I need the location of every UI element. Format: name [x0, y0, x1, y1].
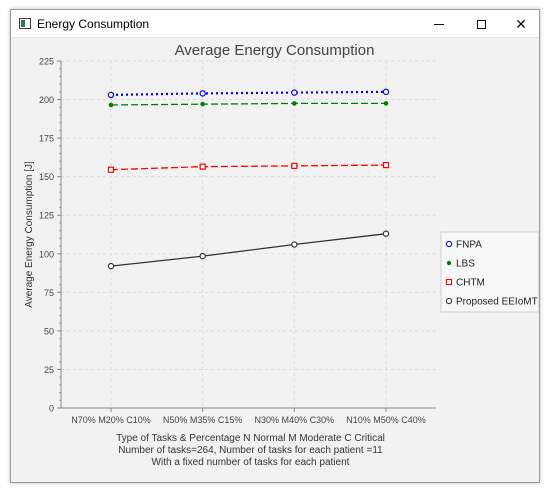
app-icon [19, 18, 31, 29]
series-line-2 [110, 164, 387, 171]
data-point [107, 262, 115, 270]
title-bar[interactable]: Energy Consumption ✕ [11, 10, 539, 38]
legend-entry-label: LBS [456, 259, 475, 270]
y-tick-label: 125 [39, 211, 54, 221]
y-axis-label: Average Energy Consumption [J] [24, 161, 35, 308]
data-point [383, 101, 389, 106]
legend-entry-label: Proposed EEIoMT [456, 297, 538, 308]
data-point [382, 162, 390, 169]
close-button[interactable]: ✕ [501, 10, 541, 38]
data-point [291, 162, 298, 169]
x-axis-label-line: With a fixed number of tasks for each pa… [152, 457, 350, 468]
y-tick-label: 50 [44, 326, 54, 336]
y-tick-label: 100 [39, 249, 54, 259]
legend-marker [446, 260, 452, 266]
y-tick-label: 0 [49, 404, 54, 414]
y-tick-label: 25 [44, 365, 54, 375]
data-point [108, 102, 114, 108]
x-axis-label-line: Type of Tasks & Percentage N Normal M Mo… [116, 433, 385, 444]
legend-marker [445, 240, 453, 248]
legend-marker [445, 297, 453, 305]
data-point [200, 101, 205, 107]
legend-box [440, 231, 539, 313]
x-tick-label: N30% M40% C30% [255, 415, 335, 425]
maximize-button[interactable] [461, 10, 501, 38]
series-line-1 [110, 102, 386, 106]
x-tick-label: N10% M50% C40% [346, 415, 426, 425]
legend-marker [445, 278, 453, 286]
close-icon: ✕ [515, 15, 527, 32]
chart-title: Average Energy Consumption [175, 42, 375, 59]
data-point [199, 252, 206, 260]
data-point [382, 88, 390, 96]
legend-entry-label: FNPA [456, 240, 482, 251]
x-tick-label: N50% M35% C15% [163, 415, 243, 425]
y-tick-label: 200 [39, 95, 54, 105]
data-point [291, 89, 298, 96]
data-point [107, 166, 115, 173]
data-point [291, 241, 298, 248]
y-tick-label: 75 [44, 288, 54, 298]
x-axis-label-line: Number of tasks=264, Number of tasks for… [118, 445, 383, 456]
app-window: Energy Consumption ✕ Average Energy Cons… [10, 9, 540, 483]
y-tick-label: 150 [39, 172, 54, 182]
x-tick-label: N70% M20% C10% [71, 415, 151, 425]
y-tick-label: 225 [39, 57, 54, 67]
legend-entry-label: CHTM [456, 278, 485, 289]
energy-chart: Average Energy Consumption 0 25 50 75 100 125 1… [24, 42, 539, 468]
data-point [382, 230, 390, 237]
data-point [199, 90, 206, 97]
data-point [199, 163, 206, 170]
data-point [107, 91, 115, 99]
data-point [292, 101, 297, 106]
series-line-0 [110, 90, 387, 97]
maximize-icon [476, 19, 486, 29]
series-line-3 [110, 233, 387, 267]
minimize-button[interactable] [419, 10, 459, 38]
window-title: Energy Consumption [37, 17, 150, 31]
y-tick-label: 175 [39, 134, 54, 144]
minimize-icon [434, 23, 444, 25]
